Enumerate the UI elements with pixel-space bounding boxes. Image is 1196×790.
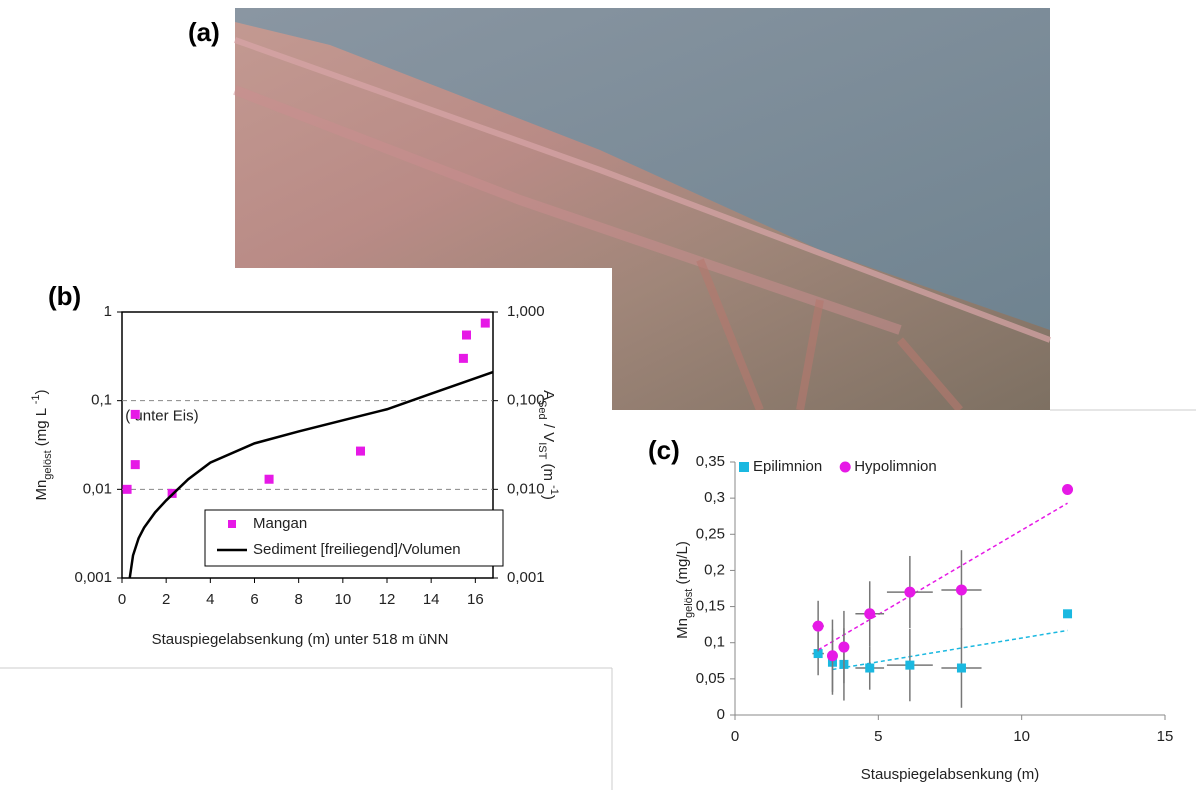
- legend-label: Mangan: [253, 515, 307, 532]
- legend-box: [204, 509, 504, 567]
- x-axis-label: Stauspiegelabsenkung (m): [861, 766, 1039, 783]
- data-point: [865, 663, 875, 673]
- axis-label-part: -1: [30, 394, 42, 404]
- data-point: [264, 474, 274, 484]
- x-tick-label: 5: [874, 728, 882, 745]
- y-tick-label: 0,25: [696, 525, 725, 542]
- trend-line: [817, 502, 1068, 651]
- x-tick-label: 10: [334, 591, 351, 608]
- y-tick-label: 0,15: [696, 598, 725, 615]
- axis-label-part: (mg L: [33, 404, 50, 450]
- data-point: [458, 353, 468, 363]
- data-point: [462, 330, 471, 340]
- data-point: [955, 584, 967, 596]
- x-tick-label: 0: [731, 728, 739, 745]
- data-point: [838, 641, 850, 653]
- y-tick-label: 0,3: [704, 489, 725, 506]
- x-tick-label: 12: [379, 591, 396, 608]
- axis-label: ASed / VIST (m -1): [536, 390, 560, 500]
- y2-tick-label: 0,010: [507, 480, 545, 497]
- axis-label: Mngelöst (mg L -1): [30, 389, 54, 500]
- legend-label: Hypolimnion: [854, 458, 937, 475]
- data-point: [904, 586, 916, 598]
- data-point: [813, 649, 823, 659]
- axis-label-part: / V: [540, 420, 557, 443]
- axis-label: Mngelöst (mg/L): [674, 541, 695, 639]
- data-point: [826, 650, 838, 662]
- y2-tick-label: 1,000: [507, 303, 545, 320]
- y-tick-label: 0,35: [696, 453, 725, 470]
- data-point: [1063, 609, 1073, 619]
- axis-label-part: ): [33, 389, 50, 394]
- y-tick-label: 1: [104, 303, 112, 320]
- legend-swatch: [739, 462, 749, 472]
- data-point: [130, 460, 140, 470]
- data-point: [480, 318, 490, 328]
- legend-label: Sediment [freiliegend]/Volumen: [253, 541, 461, 558]
- axis-label-part: (m: [540, 459, 557, 485]
- x-tick-label: 14: [423, 591, 440, 608]
- panel-b-background: [0, 268, 612, 668]
- axis-label-part: A: [540, 390, 557, 400]
- x-tick-label: 2: [162, 591, 170, 608]
- x-tick-label: 8: [294, 591, 302, 608]
- data-point: [1062, 483, 1074, 495]
- data-point: [956, 663, 966, 673]
- legend-swatch: [839, 461, 851, 473]
- y-tick-label: 0,01: [83, 480, 112, 497]
- y-tick-label: 0,2: [704, 561, 725, 578]
- y-tick-label: 0,05: [696, 670, 725, 687]
- data-point: [812, 620, 824, 632]
- x-tick-label: 15: [1157, 728, 1174, 745]
- axis-label-part: gelöst: [683, 589, 695, 618]
- x-tick-label: 16: [467, 591, 484, 608]
- panel-label: (a): [188, 17, 220, 47]
- x-tick-label: 10: [1013, 728, 1030, 745]
- y-tick-label: 0,1: [704, 634, 725, 651]
- series-line: [128, 370, 494, 579]
- y-tick-label: 0,1: [91, 392, 112, 409]
- axis-label-part: Mn: [674, 618, 691, 639]
- axis-label-part: Mn: [33, 480, 50, 501]
- data-point: [356, 446, 365, 456]
- axis-label-part: (mg/L): [674, 541, 691, 589]
- data-point: [130, 409, 140, 419]
- data-point: [905, 660, 915, 670]
- y2-tick-label: 0,001: [507, 569, 545, 586]
- plot-frame: [121, 311, 494, 579]
- y2-tick-label: 0,100: [507, 392, 545, 409]
- photo-water: [235, 8, 1050, 330]
- x-tick-label: 0: [118, 591, 126, 608]
- y-tick-label: 0: [717, 706, 725, 723]
- data-point: [864, 608, 876, 620]
- x-tick-label: 6: [250, 591, 258, 608]
- panel-label: (c): [648, 435, 680, 465]
- legend-label: Epilimnion: [753, 458, 822, 475]
- axis-label-part: Sed: [536, 400, 548, 420]
- axis-label-part: ): [540, 495, 557, 500]
- x-axis-label: Stauspiegelabsenkung (m) unter 518 m üNN: [152, 631, 449, 648]
- axis-label-part: IST: [536, 442, 548, 459]
- y-tick-label: 0,001: [74, 569, 112, 586]
- axis-label-part: -1: [548, 485, 560, 495]
- annotation: ( unter Eis): [125, 407, 198, 424]
- trend-line: [832, 629, 1068, 671]
- legend-swatch: [228, 520, 236, 528]
- x-tick-label: 4: [206, 591, 214, 608]
- panel-label: (b): [48, 281, 81, 311]
- axis-label-part: gelöst: [42, 450, 54, 479]
- data-point: [122, 484, 132, 494]
